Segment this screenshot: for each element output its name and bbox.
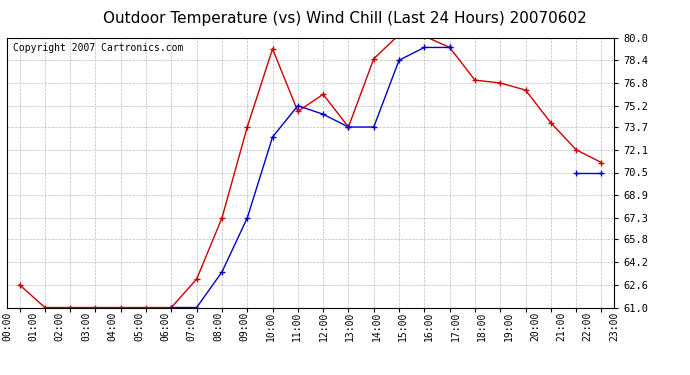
Text: 03:00: 03:00: [81, 311, 91, 340]
Text: Outdoor Temperature (vs) Wind Chill (Last 24 Hours) 20070602: Outdoor Temperature (vs) Wind Chill (Las…: [103, 11, 587, 26]
Text: 01:00: 01:00: [28, 311, 39, 340]
Text: 00:00: 00:00: [2, 311, 12, 340]
Text: 05:00: 05:00: [134, 311, 144, 340]
Text: 04:00: 04:00: [108, 311, 117, 340]
Text: 20:00: 20:00: [530, 311, 540, 340]
Text: 11:00: 11:00: [293, 311, 302, 340]
Text: 10:00: 10:00: [266, 311, 276, 340]
Text: 12:00: 12:00: [319, 311, 328, 340]
Text: 16:00: 16:00: [424, 311, 434, 340]
Text: 08:00: 08:00: [213, 311, 223, 340]
Text: 06:00: 06:00: [160, 311, 170, 340]
Text: 13:00: 13:00: [345, 311, 355, 340]
Text: 22:00: 22:00: [582, 311, 593, 340]
Text: 15:00: 15:00: [398, 311, 408, 340]
Text: 07:00: 07:00: [187, 311, 197, 340]
Text: 19:00: 19:00: [504, 311, 513, 340]
Text: 09:00: 09:00: [239, 311, 250, 340]
Text: 23:00: 23:00: [609, 311, 619, 340]
Text: 14:00: 14:00: [371, 311, 382, 340]
Text: 17:00: 17:00: [451, 311, 461, 340]
Text: Copyright 2007 Cartronics.com: Copyright 2007 Cartronics.com: [13, 43, 184, 53]
Text: 18:00: 18:00: [477, 311, 487, 340]
Text: 21:00: 21:00: [556, 311, 566, 340]
Text: 02:00: 02:00: [55, 311, 65, 340]
